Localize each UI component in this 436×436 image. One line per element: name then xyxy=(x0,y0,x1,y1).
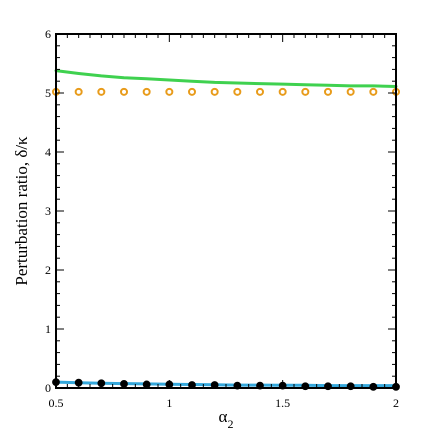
data-point xyxy=(278,87,287,96)
y-tick-label: 2 xyxy=(45,263,51,277)
data-point xyxy=(210,87,219,96)
y-tick-label: 4 xyxy=(45,145,51,159)
y-tick-label: 1 xyxy=(45,322,51,336)
x-axis-title: α2 xyxy=(219,407,234,431)
series-1 xyxy=(52,87,400,96)
y-tick-label: 0 xyxy=(45,381,51,395)
data-point xyxy=(165,87,174,96)
data-point xyxy=(142,87,151,96)
data-point xyxy=(369,87,378,96)
x-tick-label: 1.5 xyxy=(275,396,290,410)
y-tick-label: 6 xyxy=(45,27,51,41)
data-point xyxy=(97,87,106,96)
y-tick-label: 5 xyxy=(45,86,51,100)
x-axis-title-subscript: 2 xyxy=(227,417,233,431)
x-tick-label: 2 xyxy=(393,396,399,410)
series-line xyxy=(54,69,398,88)
data-point xyxy=(233,87,242,96)
ticks-layer xyxy=(55,33,397,389)
data-point xyxy=(74,87,83,96)
data-point xyxy=(256,87,264,96)
data-point xyxy=(324,87,332,96)
x-tick-label: 0.5 xyxy=(49,396,64,410)
data-point xyxy=(301,87,310,96)
x-axis-title-symbol: α xyxy=(219,407,228,426)
series-layer xyxy=(52,69,400,391)
data-point xyxy=(120,87,128,96)
y-axis-title: Perturbation ratio, δ/κ xyxy=(12,136,31,286)
tick-labels-layer: 0.5 1 1.5 2 0 1 2 3 4 5 6 xyxy=(45,27,399,410)
y-tick-label: 3 xyxy=(45,204,51,218)
data-point xyxy=(346,87,355,96)
series-0 xyxy=(54,69,398,88)
data-point xyxy=(188,87,196,96)
x-tick-label: 1 xyxy=(166,396,172,410)
